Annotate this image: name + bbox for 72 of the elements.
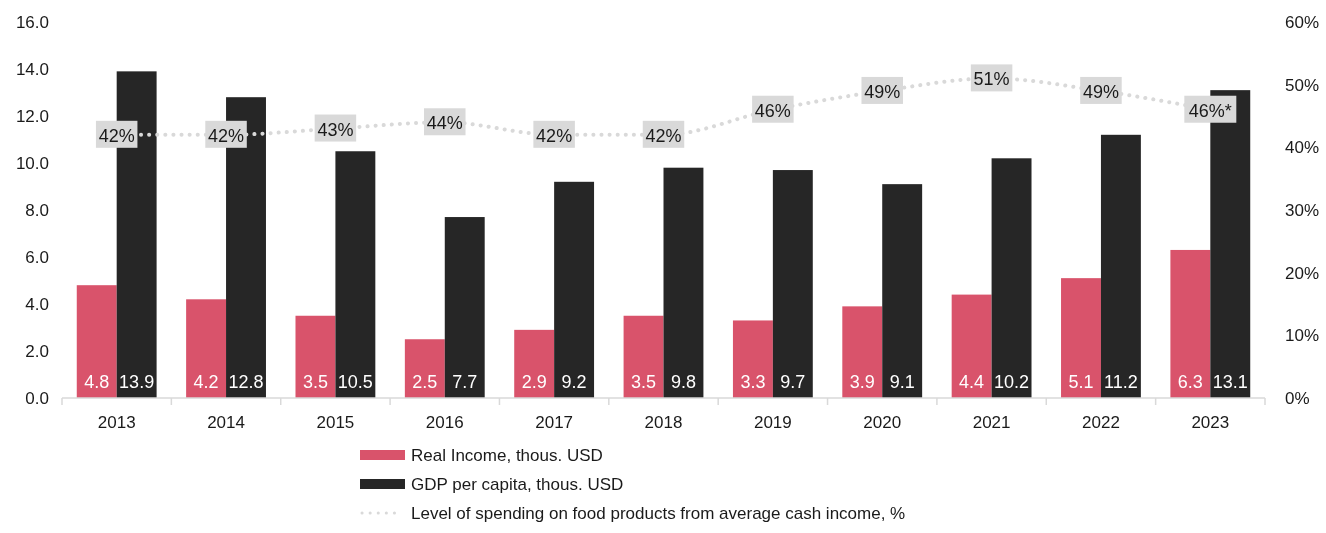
- x-tick-label: 2021: [972, 413, 1011, 432]
- data-label: 2.9: [521, 372, 547, 392]
- x-tick-label: 2020: [863, 413, 902, 432]
- y2-tick-label: 0%: [1285, 389, 1310, 408]
- x-tick-label: 2017: [535, 413, 574, 432]
- x-tick-label: 2023: [1191, 413, 1230, 432]
- y-tick-label: 6.0: [25, 248, 49, 267]
- y2-tick-label: 30%: [1285, 201, 1320, 220]
- data-label: 3.5: [631, 372, 657, 392]
- data-label: 3.5: [302, 372, 328, 392]
- legend-label: Real Income, thous. USD: [411, 446, 603, 465]
- bar: [772, 170, 813, 398]
- bar: [842, 306, 883, 398]
- data-label: 3.3: [740, 372, 766, 392]
- bar: [186, 299, 227, 398]
- x-tick-label: 2022: [1082, 413, 1120, 432]
- x-tick-label: 2015: [316, 413, 355, 432]
- x-tick-label: 2014: [207, 413, 245, 432]
- x-tick-label: 2018: [644, 413, 683, 432]
- bar: [335, 151, 376, 398]
- bar: [732, 320, 773, 398]
- data-label: 9.2: [561, 372, 587, 392]
- y-tick-label: 10.0: [15, 154, 49, 173]
- y-tick-label: 8.0: [25, 201, 49, 220]
- legend-label: GDP per capita, thous. USD: [411, 475, 624, 494]
- y2-tick-label: 20%: [1285, 263, 1320, 283]
- y-tick-label: 16.0: [15, 13, 49, 32]
- bar: [404, 339, 445, 398]
- data-label: 4.8: [84, 372, 110, 392]
- data-label: 2.5: [412, 372, 438, 392]
- data-label: 5.1: [1068, 372, 1094, 392]
- data-label: 13.1: [1212, 372, 1248, 392]
- data-label: 4.4: [959, 372, 985, 392]
- bar: [514, 329, 555, 398]
- bar: [554, 181, 595, 398]
- data-label: 11.2: [1104, 372, 1138, 392]
- data-label: 7.7: [452, 372, 478, 392]
- x-tick-label: 2013: [97, 413, 136, 432]
- data-label: 9.8: [670, 372, 696, 392]
- y-tick-label: 0.0: [25, 389, 49, 408]
- bar: [1061, 278, 1101, 398]
- y2-tick-label: 60%: [1285, 13, 1320, 32]
- x-tick-label: 2016: [425, 413, 464, 432]
- bar: [663, 167, 704, 398]
- bar: [76, 285, 117, 398]
- data-label: 6.3: [1177, 372, 1203, 392]
- bar: [991, 158, 1032, 398]
- data-label: 10.5: [337, 372, 373, 392]
- data-label: 4.2: [193, 372, 219, 392]
- bar: [623, 315, 664, 398]
- data-label: 13.9: [119, 372, 155, 392]
- bar: [444, 217, 485, 398]
- bar: [1170, 249, 1211, 398]
- data-label: 46%*: [1188, 100, 1232, 121]
- data-label: 9.1: [889, 372, 915, 392]
- y-tick-label: 2.0: [25, 342, 49, 361]
- bar: [1100, 134, 1141, 398]
- y2-tick-label: 10%: [1285, 326, 1320, 346]
- bar: [882, 184, 923, 398]
- data-label: 12.8: [228, 372, 264, 392]
- y-tick-label: 14.0: [15, 60, 49, 79]
- x-tick-label: 2019: [753, 413, 792, 432]
- legend-label: Level of spending on food products from average cash income, %: [411, 504, 906, 523]
- bar: [295, 315, 336, 398]
- data-label: 9.7: [780, 372, 806, 392]
- y-tick-label: 12.0: [15, 107, 49, 126]
- data-label: 10.2: [994, 372, 1030, 392]
- y-tick-label: 4.0: [25, 295, 49, 314]
- data-label: 3.9: [849, 372, 875, 392]
- bar: [951, 294, 992, 398]
- y2-tick-label: 50%: [1285, 75, 1320, 95]
- y2-tick-label: 40%: [1285, 138, 1320, 158]
